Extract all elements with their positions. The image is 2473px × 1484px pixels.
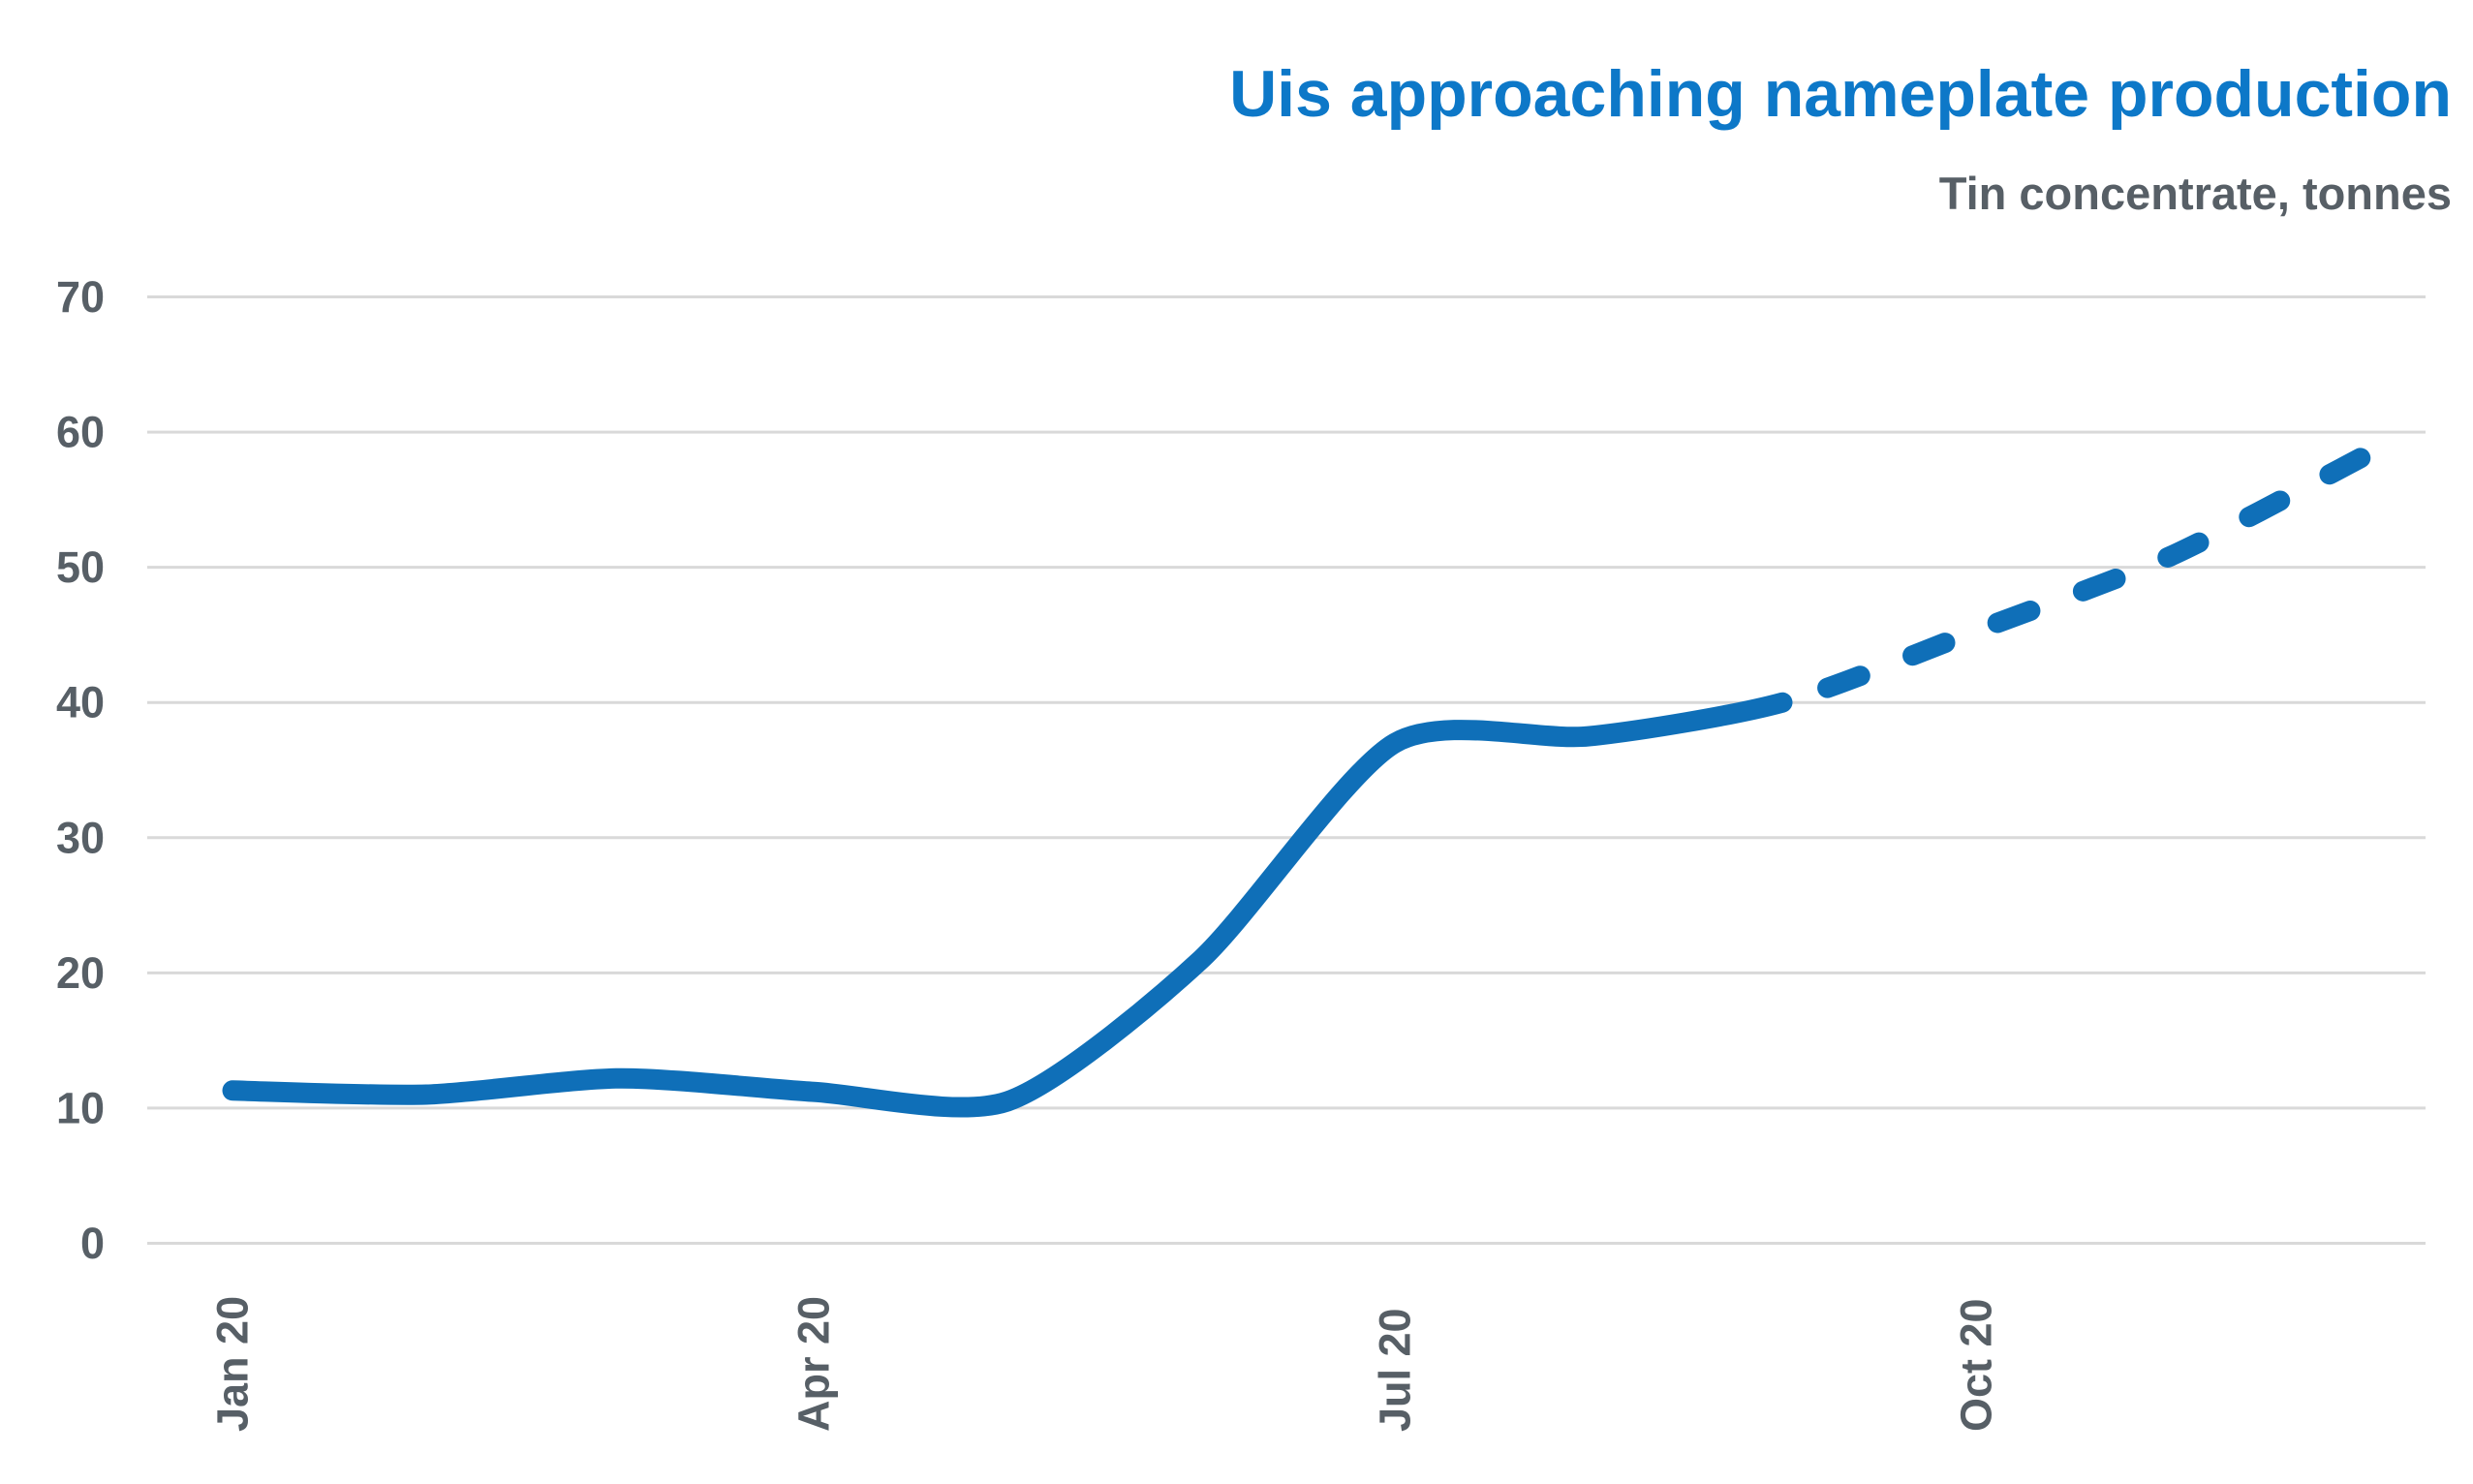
y-tick-label: 40 (56, 678, 105, 727)
y-tick-label: 60 (56, 408, 105, 457)
series-line-solid (222, 692, 1793, 1118)
x-tick-label: Jul 20 (1371, 1308, 1420, 1432)
y-tick-label: 10 (56, 1083, 105, 1132)
chart-subtitle: Tin concentrate, tonnes (1938, 168, 2452, 219)
x-tick-label: Jan 20 (208, 1296, 258, 1432)
y-tick-label: 20 (56, 948, 105, 998)
y-tick-label: 50 (56, 542, 105, 592)
y-tick-label: 0 (80, 1219, 105, 1268)
chart-title: Uis approaching nameplate production (1229, 57, 2452, 131)
y-tick-label: 70 (56, 272, 105, 322)
y-tick-label: 30 (56, 813, 105, 862)
x-tick-label: Oct 20 (1952, 1298, 2001, 1432)
x-tick-label: Apr 20 (789, 1296, 839, 1432)
series-line-dashed (1772, 446, 2374, 713)
